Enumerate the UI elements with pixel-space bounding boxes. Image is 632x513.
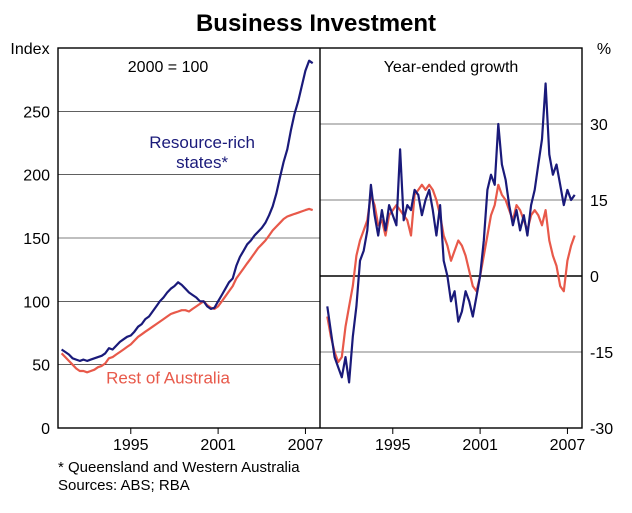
y-tick-right: -15: [590, 345, 613, 362]
y-tick-right: 15: [590, 193, 608, 210]
footnote: Sources: ABS; RBA: [58, 477, 190, 494]
label-resource-rich-2: states*: [176, 153, 228, 172]
y-axis-label-right: %: [597, 41, 611, 58]
right-series-rest: [327, 185, 574, 362]
y-tick-right: -30: [590, 421, 613, 438]
x-tick-left: 1995: [113, 437, 149, 454]
x-tick-left: 2001: [200, 437, 236, 454]
label-resource-rich: Resource-rich: [149, 133, 255, 152]
x-tick-right: 2001: [462, 437, 498, 454]
x-tick-right: 2007: [550, 437, 586, 454]
y-tick-left: 200: [23, 168, 50, 185]
y-tick-right: 0: [590, 269, 599, 286]
y-tick-left: 100: [23, 294, 50, 311]
chart-container: Business Investment 05010015020025019952…: [0, 0, 632, 513]
left-subtitle: 2000 = 100: [128, 59, 209, 76]
chart-title: Business Investment: [0, 10, 632, 38]
y-axis-label-left: Index: [10, 41, 49, 58]
y-tick-left: 150: [23, 231, 50, 248]
left-series-resource: [62, 61, 313, 361]
right-series-resource: [327, 84, 574, 383]
y-tick-left: 50: [32, 358, 50, 375]
y-tick-left: 0: [41, 421, 50, 438]
chart-svg: 050100150200250199520012007Index2000 = 1…: [0, 0, 632, 513]
footnote: * Queensland and Western Australia: [58, 459, 300, 476]
x-tick-right: 1995: [375, 437, 411, 454]
x-tick-left: 2007: [288, 437, 324, 454]
right-subtitle: Year-ended growth: [384, 59, 519, 76]
y-tick-left: 250: [23, 104, 50, 121]
label-rest-aus: Rest of Australia: [106, 369, 230, 388]
y-tick-right: 30: [590, 117, 608, 134]
